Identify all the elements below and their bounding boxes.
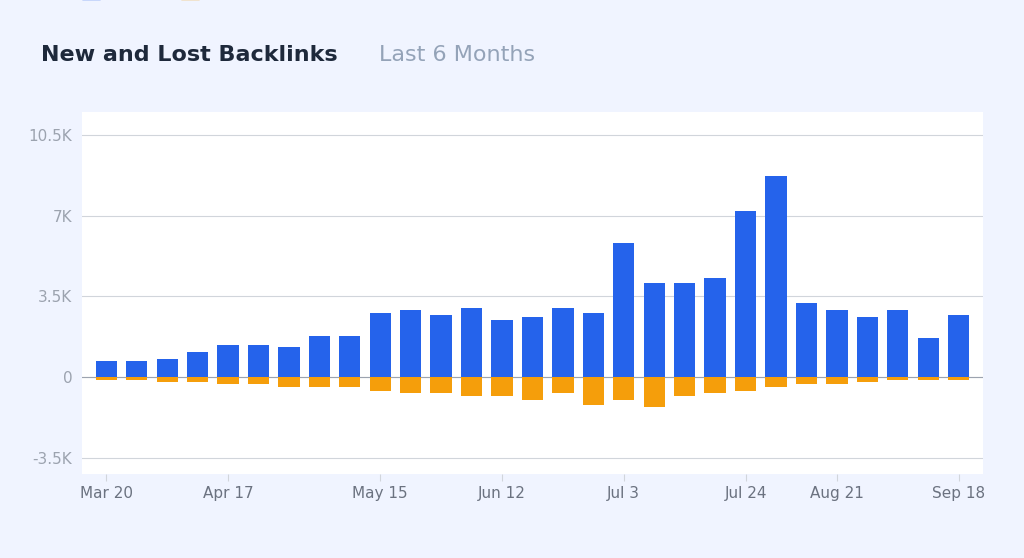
Legend: New, Lost: New, Lost: [82, 0, 251, 1]
Bar: [492, 320, 513, 377]
Bar: [765, 176, 786, 377]
Bar: [796, 377, 817, 384]
Bar: [644, 282, 665, 377]
Bar: [948, 377, 970, 379]
Bar: [765, 377, 786, 387]
Bar: [705, 278, 726, 377]
Bar: [857, 377, 878, 382]
Bar: [735, 211, 757, 377]
Bar: [126, 377, 147, 379]
Bar: [248, 377, 269, 384]
Bar: [430, 315, 452, 377]
Bar: [126, 361, 147, 377]
Bar: [157, 377, 178, 382]
Bar: [644, 377, 665, 407]
Bar: [613, 377, 635, 401]
Bar: [187, 352, 208, 377]
Bar: [400, 377, 421, 393]
Bar: [339, 336, 360, 377]
Bar: [95, 361, 117, 377]
Bar: [492, 377, 513, 396]
Bar: [308, 336, 330, 377]
Bar: [552, 308, 573, 377]
Bar: [95, 377, 117, 379]
Bar: [430, 377, 452, 393]
Bar: [308, 377, 330, 387]
Bar: [552, 377, 573, 393]
Bar: [370, 377, 391, 391]
Bar: [583, 377, 604, 405]
Bar: [522, 317, 543, 377]
Bar: [918, 338, 939, 377]
Bar: [461, 308, 482, 377]
Bar: [583, 312, 604, 377]
Bar: [217, 377, 239, 384]
Text: Last 6 Months: Last 6 Months: [379, 45, 535, 65]
Bar: [887, 310, 908, 377]
Bar: [857, 317, 878, 377]
Bar: [370, 312, 391, 377]
Bar: [918, 377, 939, 379]
Bar: [674, 377, 695, 396]
Bar: [887, 377, 908, 379]
Bar: [522, 377, 543, 401]
Bar: [705, 377, 726, 393]
Bar: [461, 377, 482, 396]
Bar: [279, 347, 300, 377]
Bar: [674, 282, 695, 377]
Bar: [248, 345, 269, 377]
Bar: [400, 310, 421, 377]
Bar: [339, 377, 360, 387]
Bar: [187, 377, 208, 382]
Bar: [279, 377, 300, 387]
Bar: [948, 315, 970, 377]
Bar: [735, 377, 757, 391]
Bar: [796, 304, 817, 377]
Bar: [217, 345, 239, 377]
Bar: [613, 243, 635, 377]
Bar: [826, 377, 848, 384]
Text: New and Lost Backlinks: New and Lost Backlinks: [41, 45, 338, 65]
Bar: [826, 310, 848, 377]
Bar: [157, 359, 178, 377]
